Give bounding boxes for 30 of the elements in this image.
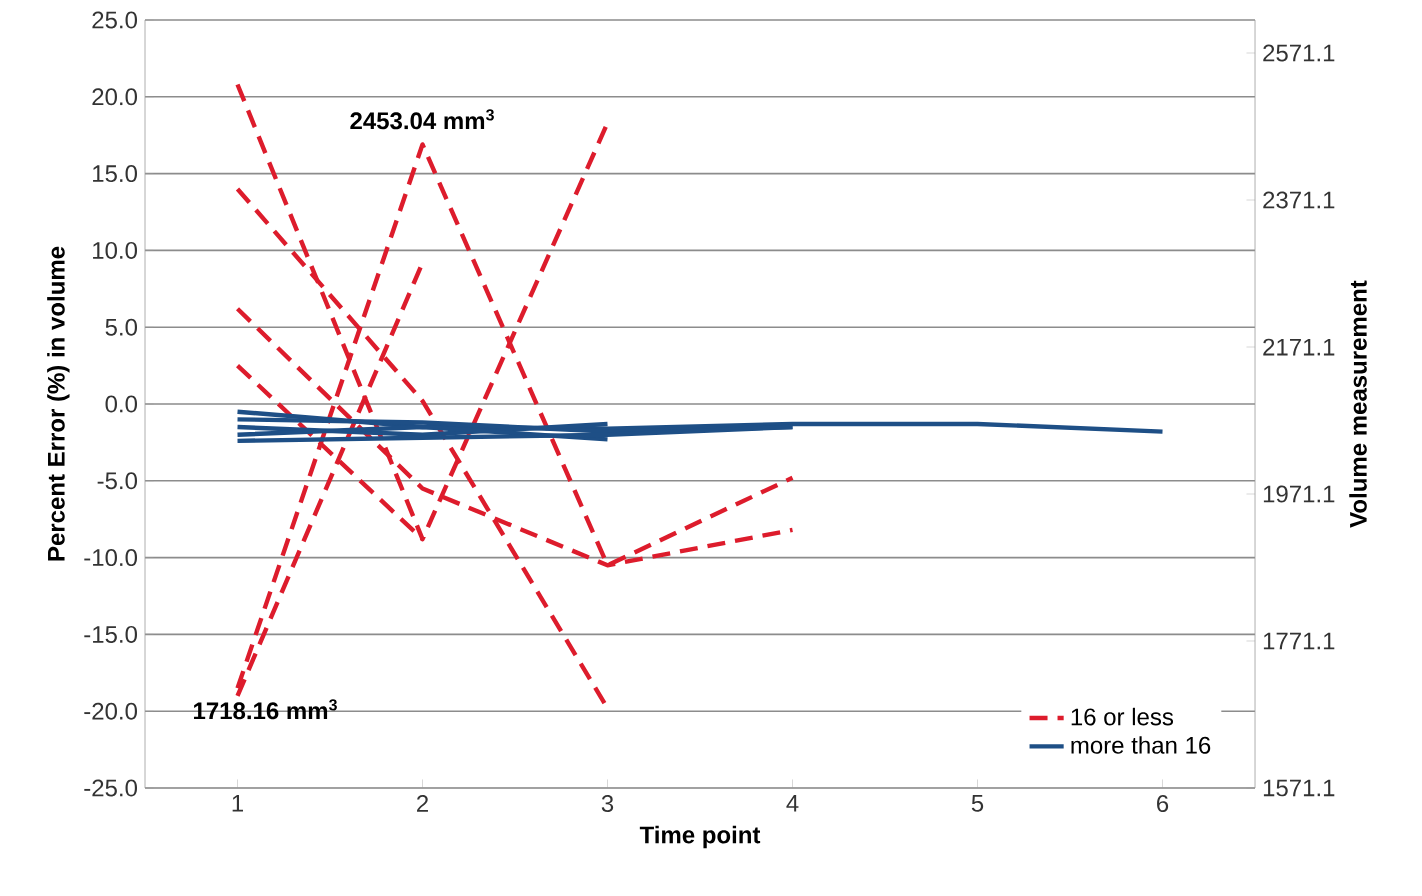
- y2-axis-title: Volume measurement: [1349, 280, 1367, 528]
- x-tick-label: 4: [786, 795, 799, 812]
- y-tick-label: -20.0: [84, 702, 138, 720]
- annotation: 2453.04 mm$^{3}$: [350, 109, 494, 130]
- x-axis-title: Time point: [639, 825, 761, 849]
- x-tick-label: 3: [601, 795, 614, 813]
- y-tick-label: -25.0: [84, 779, 138, 797]
- y-tick-label: 15.0: [93, 165, 138, 183]
- y-tick-label: 20.0: [92, 88, 138, 106]
- y-tick-label: 10.0: [93, 241, 138, 259]
- x-tick-label: 5: [971, 795, 984, 812]
- y-axis-title: Percent Error (%) in volume: [47, 246, 70, 561]
- y2-tick-label: 1571.1: [1263, 779, 1335, 797]
- x-tick-label: 2: [417, 795, 428, 812]
- y-tick-label: 0.0: [105, 395, 138, 413]
- x-tick-label: 1: [232, 795, 244, 812]
- y2-tick-label: 2571.1: [1263, 44, 1335, 62]
- annotation: 1718.16 mm$^{3}$: [194, 699, 337, 720]
- y-tick-label: 25.0: [92, 11, 138, 29]
- x-tick-label: 6: [1157, 795, 1169, 813]
- y2-tick-label: 1771.1: [1263, 632, 1335, 650]
- y-tick-label: -10.0: [84, 549, 138, 567]
- y-tick-label: -5.0: [97, 472, 138, 490]
- y-tick-label: 5.0: [105, 318, 138, 336]
- y2-tick-label: 2371.1: [1263, 191, 1335, 209]
- y2-tick-label: 2171.1: [1263, 338, 1335, 356]
- legend-label: more than 16: [1071, 736, 1211, 754]
- legend-label: 16 or less: [1071, 707, 1174, 726]
- y2-tick-label: 1971.1: [1263, 485, 1335, 503]
- y-tick-label: -15.0: [84, 625, 138, 643]
